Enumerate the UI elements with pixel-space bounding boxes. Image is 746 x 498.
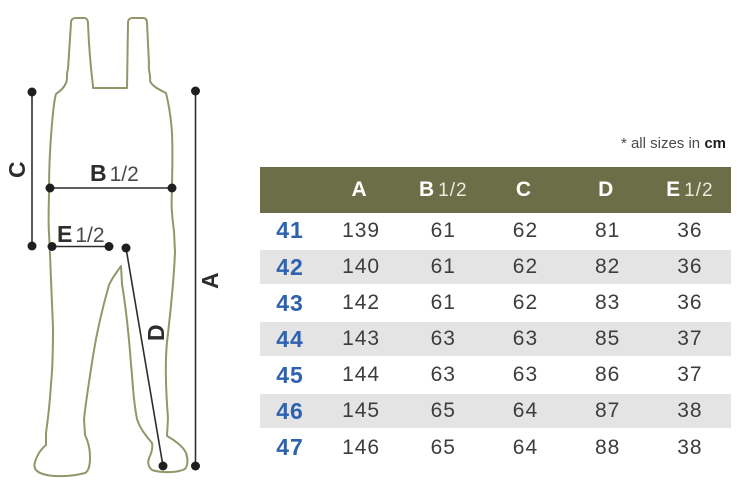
measure-d: 88	[594, 435, 621, 459]
table-row: 43 142 61 62 83 36	[260, 285, 731, 321]
header-cell-c: C	[515, 178, 533, 201]
measure-dot	[45, 183, 55, 193]
measure-a: 146	[342, 435, 381, 459]
size-value: 42	[276, 253, 304, 280]
measure-dot	[27, 87, 37, 97]
measure-line-e	[47, 242, 114, 251]
measure-a: 139	[342, 218, 381, 242]
table-row: 42 140 61 62 82 36	[260, 249, 731, 285]
measure-b: 65	[430, 435, 456, 459]
measure-c: 62	[512, 255, 539, 278]
measure-dot	[191, 86, 200, 96]
units-note-unit: cm	[704, 135, 726, 152]
measure-a: 145	[342, 399, 381, 422]
label-e-half: E 1/2	[57, 221, 105, 247]
size-value: 43	[276, 289, 304, 316]
measure-e: 36	[677, 218, 703, 242]
measure-e: 36	[677, 291, 703, 314]
table-row: 41 139 61 62 81 36	[260, 213, 731, 249]
measure-dot	[167, 183, 177, 193]
size-value: 41	[276, 217, 304, 243]
measure-dot	[27, 241, 37, 251]
label-d: D	[143, 324, 169, 341]
table-row: 44 143 63 63 85 37	[260, 321, 731, 357]
measure-b: 61	[430, 255, 456, 278]
size-table-panel: * all sizes in cm A B 1/2 C D E 1/2 41 139	[260, 131, 731, 465]
units-note-text: * all sizes in	[620, 135, 701, 152]
measure-d: 83	[594, 291, 621, 314]
table-row: 46 145 65 64 87 38	[260, 393, 731, 429]
size-table: A B 1/2 C D E 1/2 41 139 61 62 81 36 42	[260, 167, 731, 465]
waders-measurement-diagram: C B 1/2 E 1/2 D A	[4, 17, 223, 478]
measure-line-d	[121, 243, 168, 471]
measure-line-b	[45, 183, 177, 193]
size-value: 45	[276, 361, 304, 388]
header-cell-a: A	[351, 178, 368, 201]
measure-c: 64	[512, 435, 539, 459]
measure-dot	[158, 461, 168, 471]
size-value: 47	[276, 434, 304, 460]
measure-b: 63	[430, 363, 456, 386]
header-cell-b: B 1/2	[418, 178, 468, 201]
measure-a: 140	[342, 255, 381, 278]
waders-outline	[33, 17, 189, 478]
measure-dot	[121, 243, 131, 253]
measure-a: 144	[342, 363, 381, 386]
measure-e: 36	[677, 255, 703, 278]
measure-e: 38	[677, 399, 703, 422]
measure-a: 143	[342, 327, 381, 350]
header-cell-d: D	[598, 178, 615, 201]
measure-c: 62	[512, 218, 539, 242]
measure-a: 142	[342, 291, 381, 314]
measure-b: 61	[430, 291, 456, 314]
measure-c: 64	[512, 399, 539, 422]
units-note: * all sizes in cm	[260, 131, 731, 156]
measure-d: 85	[594, 327, 621, 350]
measure-e: 37	[677, 363, 703, 386]
size-value: 46	[276, 397, 304, 424]
measure-d: 82	[594, 255, 621, 278]
measure-line-a	[191, 86, 200, 471]
measure-b: 61	[430, 218, 456, 242]
measure-e: 37	[677, 327, 703, 350]
measure-c: 63	[512, 327, 539, 350]
table-row: 47 146 65 64 88 38	[260, 429, 731, 465]
label-b-half: B 1/2	[90, 160, 139, 186]
header-cell-e: E 1/2	[666, 178, 714, 201]
measure-b: 65	[430, 399, 456, 422]
header-cell-size	[260, 167, 320, 213]
measure-d: 81	[594, 218, 621, 242]
measure-dot	[191, 461, 200, 471]
size-table-header-row: A B 1/2 C D E 1/2	[260, 167, 731, 213]
label-c: C	[4, 161, 30, 178]
measure-b: 63	[430, 327, 456, 350]
measure-d: 86	[594, 363, 621, 386]
label-a: A	[197, 272, 223, 289]
measure-dot	[104, 242, 114, 251]
measure-c: 62	[512, 291, 539, 314]
table-row: 45 144 63 63 86 37	[260, 357, 731, 393]
measure-dot	[47, 242, 57, 251]
measure-e: 38	[677, 435, 703, 459]
measure-d: 87	[594, 399, 621, 422]
measure-c: 63	[512, 363, 539, 386]
size-value: 44	[276, 325, 304, 352]
measure-line-c	[27, 87, 37, 251]
